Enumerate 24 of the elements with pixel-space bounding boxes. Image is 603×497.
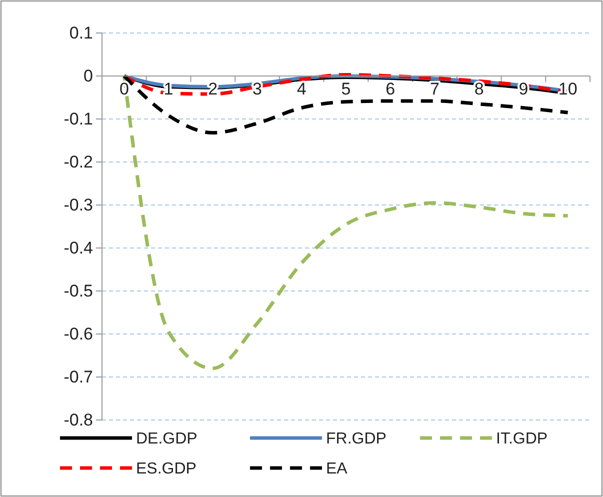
x-tick-label: 0 xyxy=(119,79,129,98)
y-tick-label: -0.3 xyxy=(64,195,93,214)
x-tick-label: 9 xyxy=(518,79,528,98)
y-tick-label: -0.4 xyxy=(64,238,93,258)
x-tick-label: 7 xyxy=(430,79,440,98)
y-tick-label: -0.2 xyxy=(64,152,93,172)
y-tick-label: -0.6 xyxy=(64,324,93,344)
y-tick-label: -0.5 xyxy=(64,281,93,300)
legend-label: IT.GDP xyxy=(496,430,548,448)
x-tick-label: 1 xyxy=(164,79,174,98)
y-tick-label: -0.8 xyxy=(64,410,93,430)
x-tick-label: 5 xyxy=(341,79,351,98)
x-tick-label: 2 xyxy=(208,79,218,98)
y-tick-label: 0.1 xyxy=(69,23,93,42)
x-tick-label: 6 xyxy=(386,79,396,98)
y-tick-label: -0.7 xyxy=(64,367,93,386)
legend-label: EA xyxy=(326,460,348,478)
legend-label: FR.GDP xyxy=(326,430,386,448)
legend-label: DE.GDP xyxy=(136,430,198,448)
y-tick-label: -0.1 xyxy=(64,109,93,128)
x-tick-label: 10 xyxy=(558,79,578,98)
legend-label: ES.GDP xyxy=(136,460,196,478)
x-tick-label: 4 xyxy=(296,79,306,98)
y-tick-label: 0 xyxy=(84,66,93,86)
